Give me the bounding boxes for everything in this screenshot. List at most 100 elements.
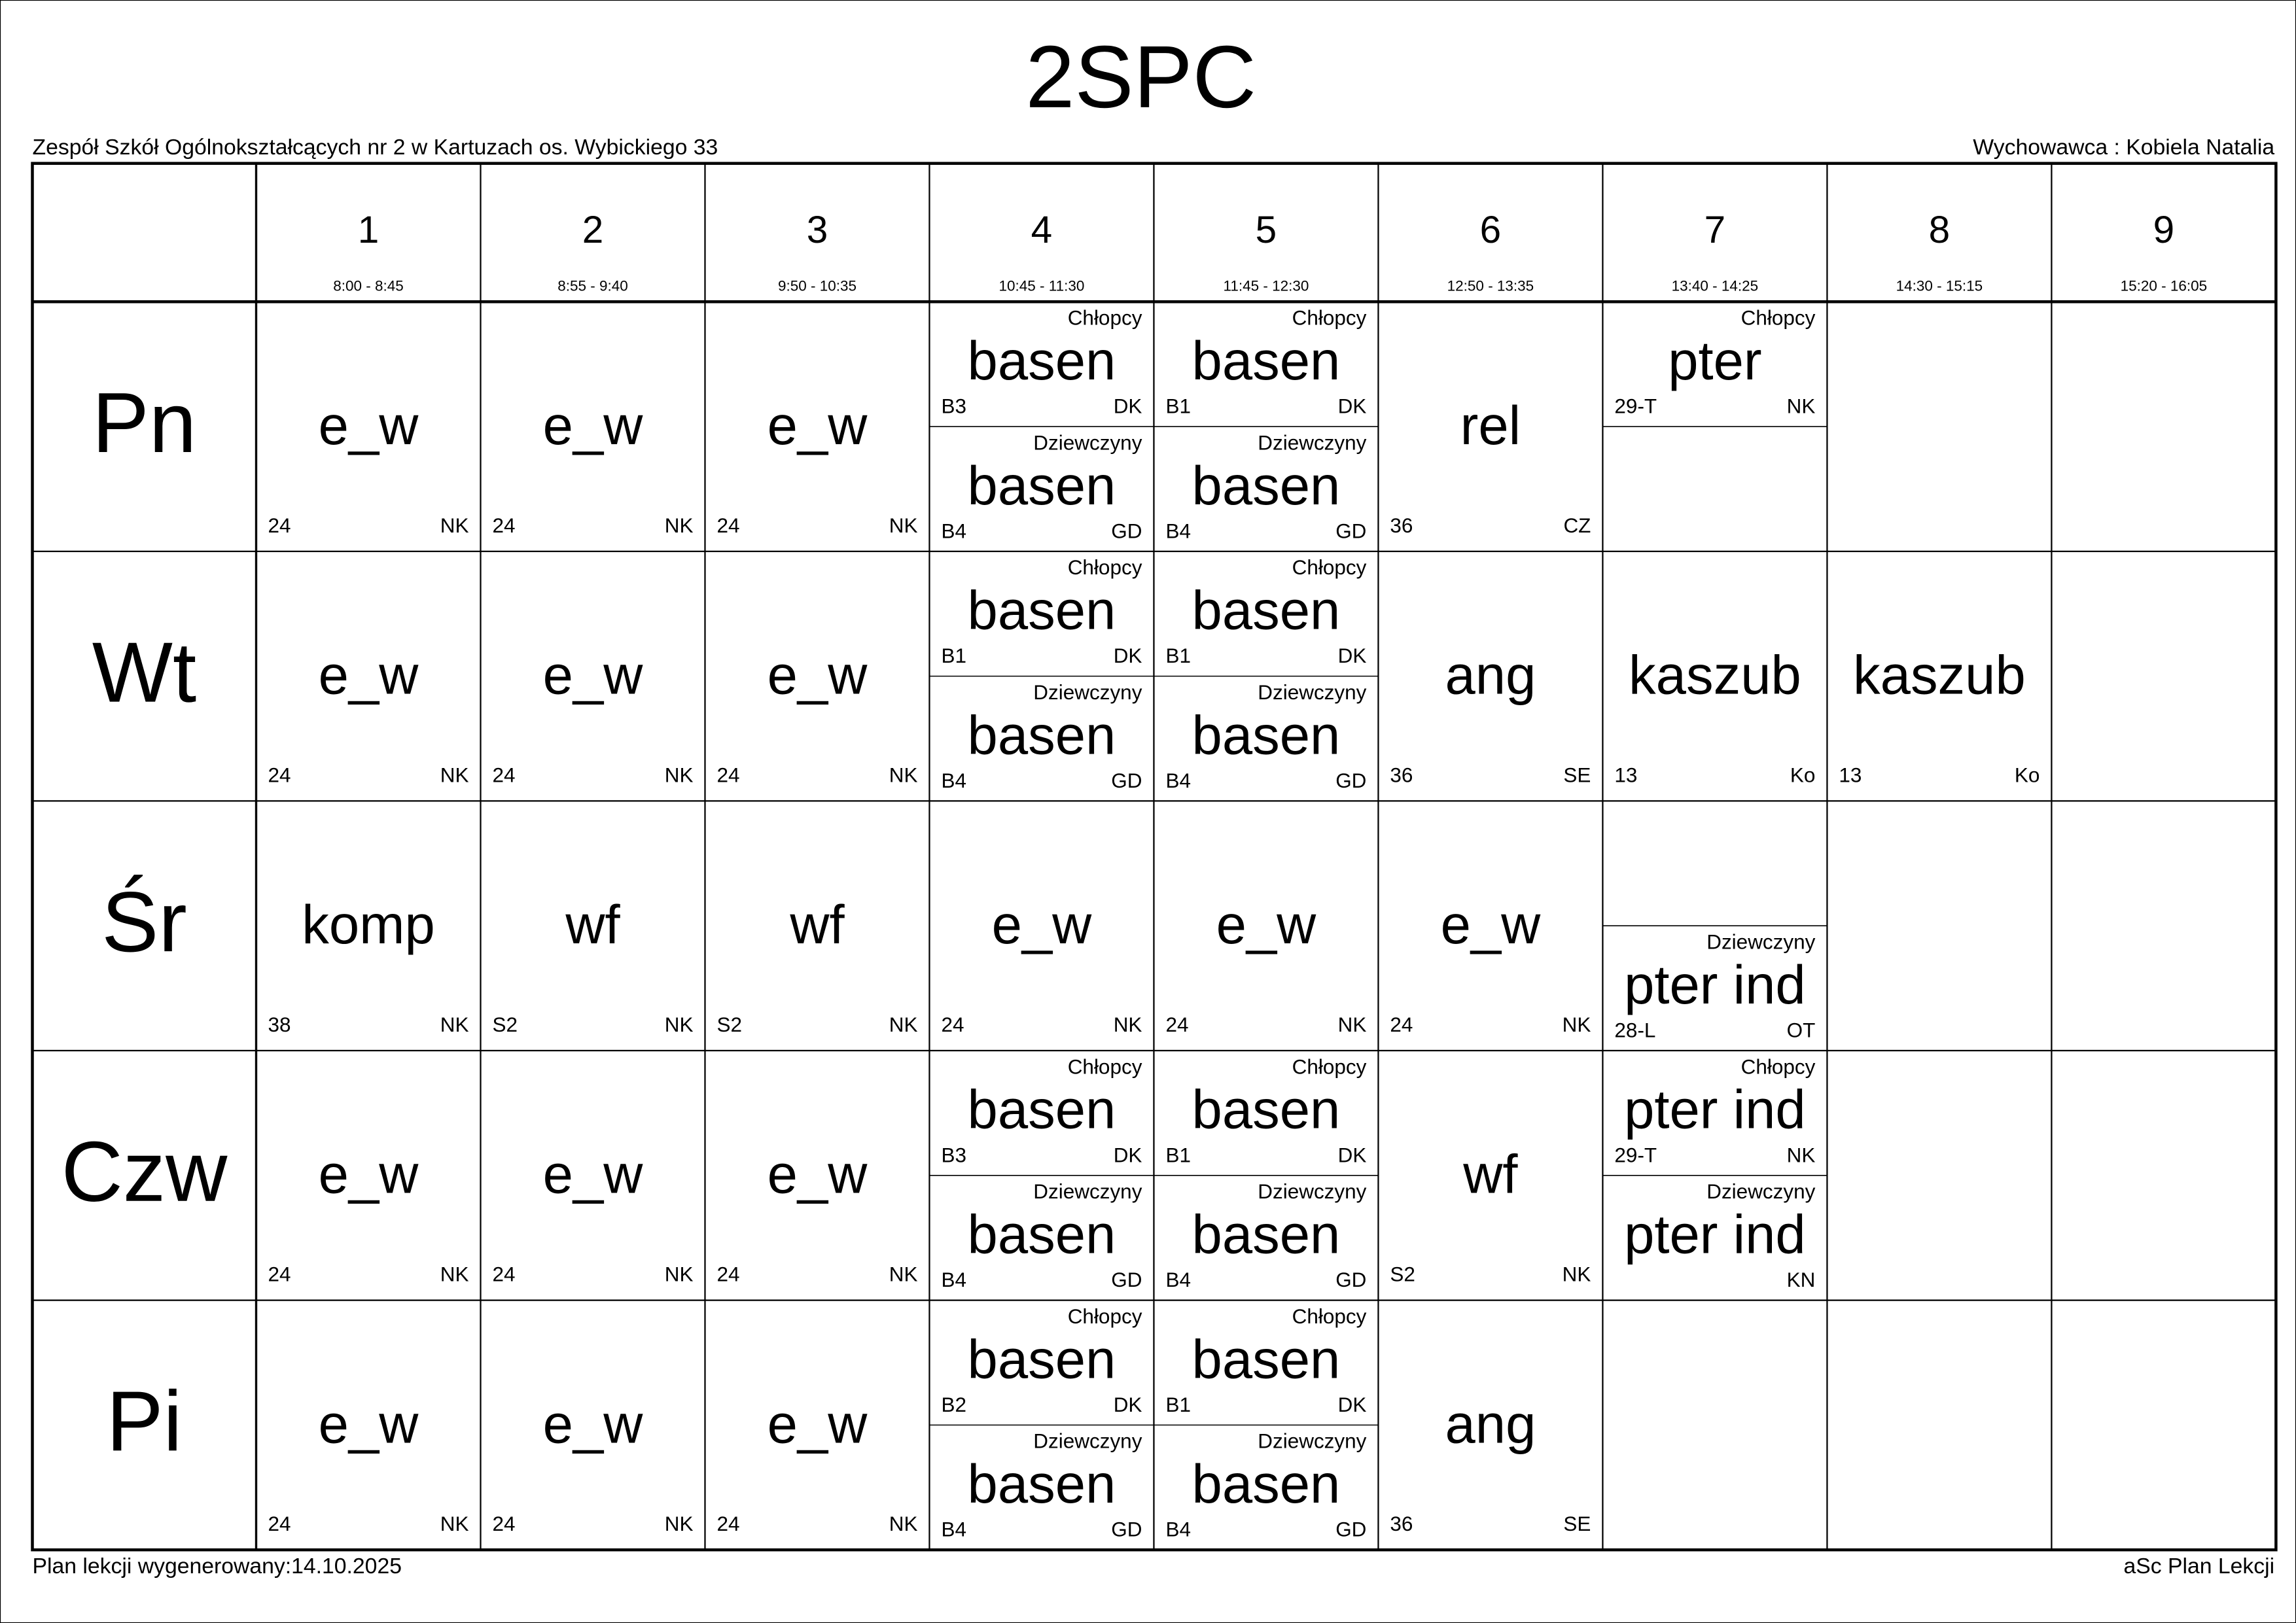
subject: e_w (543, 645, 644, 706)
subject: ang (1445, 645, 1536, 706)
teacher: GD (1335, 1518, 1366, 1541)
teacher: DK (1114, 394, 1142, 418)
teacher: NK (665, 1013, 694, 1036)
period-number: 1 (358, 209, 380, 251)
subject: wf (565, 894, 620, 955)
period-number: 7 (1704, 209, 1726, 251)
period-time: 14:30 - 15:15 (1896, 278, 1983, 294)
room: B4 (941, 1518, 966, 1541)
teacher: NK (440, 1263, 469, 1286)
subject: basen (968, 1329, 1116, 1389)
room: 24 (268, 1263, 291, 1286)
subject: pter ind (1624, 1204, 1806, 1265)
group: Dziewczyny (1706, 1179, 1815, 1203)
period-number: 5 (1256, 209, 1277, 251)
period-time: 12:50 - 13:35 (1447, 278, 1534, 294)
room: 24 (716, 514, 739, 537)
software: aSc Plan Lekcji (2124, 1554, 2275, 1579)
room: B2 (941, 1393, 966, 1416)
teacher: DK (1114, 1143, 1142, 1166)
teacher: NK (1563, 1013, 1591, 1036)
subject: basen (1192, 330, 1341, 391)
subject: basen (968, 1079, 1116, 1140)
teacher: NK (665, 514, 694, 537)
room: B4 (1165, 769, 1191, 792)
subject: e_w (768, 395, 868, 456)
subject: wf (789, 894, 845, 955)
teacher: GD (1335, 1268, 1366, 1291)
group: Dziewczyny (1033, 1429, 1142, 1453)
room: 28-L (1614, 1019, 1655, 1042)
teacher: NK (665, 1512, 694, 1535)
class-teacher: Wychowawca : Kobiela Natalia (1973, 135, 2274, 160)
teacher: NK (889, 1512, 918, 1535)
room: 24 (941, 1013, 964, 1036)
group: Dziewczyny (1258, 680, 1366, 704)
room: 24 (1165, 1013, 1188, 1036)
room: 36 (1390, 514, 1413, 537)
teacher: NK (889, 514, 918, 537)
subject: e_w (319, 395, 419, 456)
day-label: Pn (92, 375, 197, 470)
period-number: 3 (807, 209, 828, 251)
group: Dziewczyny (1033, 1179, 1142, 1203)
subject: basen (1192, 580, 1341, 641)
teacher: NK (1338, 1013, 1367, 1036)
room: 36 (1390, 1512, 1413, 1535)
subject: e_w (1441, 894, 1542, 955)
teacher: NK (1787, 394, 1816, 418)
room: 24 (492, 1512, 515, 1535)
subject: e_w (543, 395, 644, 456)
teacher: NK (665, 1263, 694, 1286)
day-label: Pi (106, 1373, 182, 1469)
subject: pter (1668, 330, 1761, 391)
teacher: NK (1114, 1013, 1142, 1036)
subject: e_w (543, 1393, 644, 1454)
teacher: GD (1111, 519, 1142, 542)
day-label: Wt (92, 625, 196, 720)
teacher: NK (1787, 1143, 1816, 1166)
teacher: KN (1787, 1268, 1816, 1291)
room: B1 (1165, 1143, 1191, 1166)
room: B3 (941, 1143, 966, 1166)
period-time: 9:50 - 10:35 (778, 278, 857, 294)
day-label: Czw (62, 1124, 228, 1219)
room: B3 (941, 394, 966, 418)
room: B4 (1165, 1268, 1191, 1291)
group: Dziewczyny (1706, 930, 1815, 954)
room: B4 (1165, 1518, 1191, 1541)
teacher: Ko (2015, 763, 2040, 786)
group: Chłopcy (1741, 306, 1816, 330)
subject: basen (1192, 1454, 1341, 1514)
group: Chłopcy (1292, 555, 1367, 579)
subject: basen (968, 1454, 1116, 1514)
group: Dziewczyny (1033, 680, 1142, 704)
room: B1 (941, 644, 966, 667)
teacher: DK (1114, 644, 1142, 667)
subject: pter ind (1624, 1079, 1806, 1140)
subject: wf (1462, 1144, 1518, 1205)
period-time: 15:20 - 16:05 (2121, 278, 2208, 294)
subject: e_w (768, 645, 868, 706)
teacher: DK (1338, 1143, 1367, 1166)
subject: rel (1460, 395, 1521, 456)
teacher: NK (440, 763, 469, 786)
teacher: SE (1563, 763, 1591, 786)
teacher: GD (1335, 519, 1366, 542)
teacher: DK (1338, 644, 1367, 667)
room: B4 (1165, 519, 1191, 542)
teacher: NK (889, 763, 918, 786)
room: 24 (268, 1512, 291, 1535)
teacher: DK (1338, 1393, 1367, 1416)
subject: basen (968, 580, 1116, 641)
room: 24 (716, 763, 739, 786)
subject: basen (968, 705, 1116, 765)
room: 13 (1839, 763, 1862, 786)
generated-date: Plan lekcji wygenerowany:14.10.2025 (33, 1554, 402, 1579)
room: 24 (492, 1263, 515, 1286)
teacher: DK (1114, 1393, 1142, 1416)
group: Chłopcy (1292, 1055, 1367, 1078)
teacher: NK (440, 1512, 469, 1535)
